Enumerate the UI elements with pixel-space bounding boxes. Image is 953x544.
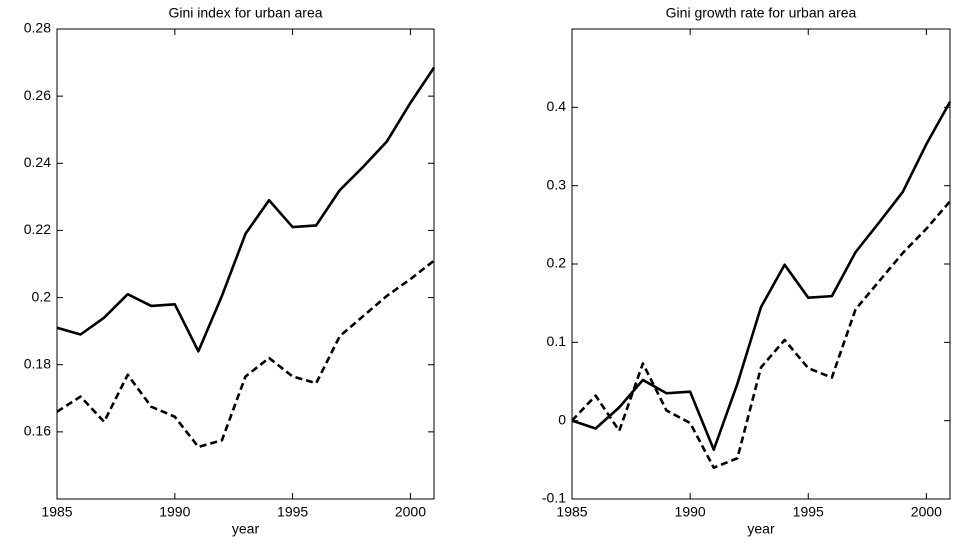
y-tick-label: 0.4 [547, 98, 567, 114]
x-tick-label: 2000 [395, 504, 426, 520]
y-tick-label: 0.16 [24, 423, 51, 439]
data-line [571, 200, 951, 469]
x-tick-label: 1990 [675, 504, 706, 520]
y-tick-label: 0.26 [24, 87, 51, 103]
y-tick-label: 0 [558, 411, 566, 427]
chart-title: Gini growth rate for urban area [666, 5, 857, 21]
x-tick-label: 1985 [556, 504, 587, 520]
x-tick-label: 1995 [277, 504, 308, 520]
y-tick-label: 0.28 [24, 20, 51, 36]
x-axis-label: year [747, 521, 775, 537]
y-tick-label: 0.22 [24, 221, 51, 237]
y-tick-label: 0.3 [547, 176, 567, 192]
axes-box [571, 28, 951, 500]
axes-box [56, 28, 435, 500]
x-tick-label: 1990 [159, 504, 190, 520]
y-tick-label: 0.2 [32, 288, 52, 304]
x-tick-label: 1985 [41, 504, 72, 520]
x-tick-label: 1995 [793, 504, 824, 520]
y-tick-label: 0.18 [24, 355, 51, 371]
y-tick-label: 0.1 [547, 333, 567, 349]
data-line [56, 66, 436, 353]
x-tick-label: 2000 [911, 504, 942, 520]
y-tick-label: 0.24 [24, 154, 51, 170]
data-line [571, 101, 952, 451]
y-tick-label: -0.1 [542, 490, 566, 506]
data-line [56, 259, 435, 449]
chart-title: Gini index for urban area [168, 5, 322, 21]
x-axis-label: year [232, 521, 260, 537]
y-tick-label: 0.2 [547, 255, 567, 271]
